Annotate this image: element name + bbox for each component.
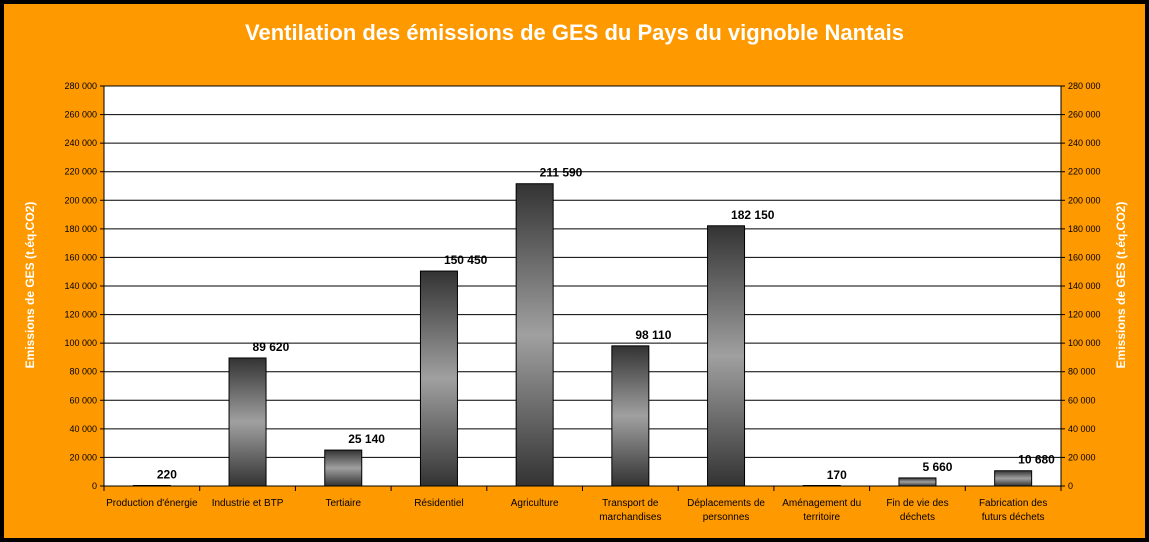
data-label: 5 660: [922, 460, 952, 474]
data-label: 89 620: [253, 340, 290, 354]
data-label: 211 590: [540, 166, 583, 180]
y-tick-label-right: 140 000: [1068, 281, 1101, 291]
x-tick-label: Tertiaire: [325, 498, 361, 509]
y-tick-label-left: 160 000: [64, 252, 97, 262]
x-tick-label: Agriculture: [511, 498, 559, 509]
x-tick-label: Industrie et BTP: [212, 498, 284, 509]
y-tick-label-right: 120 000: [1068, 310, 1101, 320]
y-tick-label-right: 260 000: [1068, 110, 1101, 120]
y-tick-label-right: 0: [1068, 481, 1073, 491]
data-label: 25 140: [348, 432, 385, 446]
y-tick-label-right: 80 000: [1068, 367, 1096, 377]
data-labels: 220 89 620 25 140 150 450 211 590 98 110 182 1…: [157, 166, 1055, 482]
data-label: 10 680: [1018, 453, 1055, 467]
y-tick-label-left: 120 000: [64, 310, 97, 320]
y-tick-label-right: 240 000: [1068, 138, 1101, 148]
y-tick-label-right: 200 000: [1068, 195, 1101, 205]
x-tick-label: Production d'énergie: [106, 498, 198, 509]
y-tick-label-left: 80 000: [69, 367, 97, 377]
bar: [515, 183, 554, 487]
x-tick-label: Fabrication des futurs déchets: [979, 498, 1047, 523]
bar: [898, 477, 937, 487]
bar: [707, 225, 746, 487]
y-tick-label-left: 260 000: [64, 110, 97, 120]
x-axis: Production d'énergie Industrie et BTP Tert…: [103, 486, 1062, 523]
y-tick-label-left: 20 000: [69, 452, 97, 462]
data-label: 170: [827, 468, 847, 482]
y-tick-label-left: 100 000: [64, 338, 97, 348]
chart-title: Ventilation des émissions de GES du Pays…: [245, 20, 904, 45]
bar: [802, 485, 841, 487]
x-tick-label: Déplacements de personnes: [687, 498, 765, 523]
bar: [994, 470, 1033, 487]
y-tick-label-left: 140 000: [64, 281, 97, 291]
bar: [611, 345, 650, 487]
y-tick-label-left: 200 000: [64, 195, 97, 205]
y-tick-label-left: 240 000: [64, 138, 97, 148]
y-tick-label-left: 180 000: [64, 224, 97, 234]
y-tick-label-right: 60 000: [1068, 395, 1096, 405]
y-tick-label-right: 220 000: [1068, 167, 1101, 177]
data-label: 220: [157, 468, 177, 482]
y-tick-label-right: 20 000: [1068, 452, 1096, 462]
y-tick-label-right: 160 000: [1068, 252, 1101, 262]
bar: [419, 270, 458, 487]
y-tick-label-right: 280 000: [1068, 81, 1101, 91]
y-axis-right: 0 20 000 40 000 60 000 80 000 100 000 120 000 1…: [1061, 81, 1101, 491]
bars: [132, 183, 1033, 487]
y-axis-left: 0 20 000 40 000 60 000 80 000 100 000 120 000 1…: [64, 81, 104, 491]
x-tick-label: Résidentiel: [414, 498, 463, 509]
y-tick-label-left: 60 000: [69, 395, 97, 405]
x-tick-label: Transport de marchandises: [599, 498, 661, 523]
y-tick-label-right: 40 000: [1068, 424, 1096, 434]
bar: [324, 449, 363, 487]
data-label: 150 450: [444, 253, 488, 267]
y-tick-label-right: 100 000: [1068, 338, 1101, 348]
y-tick-label-left: 0: [92, 481, 97, 491]
data-label: 182 150: [731, 208, 775, 222]
y-tick-label-left: 220 000: [64, 167, 97, 177]
y-tick-label-left: 40 000: [69, 424, 97, 434]
bar: [228, 357, 267, 487]
data-label: 98 110: [635, 328, 671, 342]
x-tick-label: Fin de vie des déchets: [886, 498, 948, 523]
y-tick-label-left: 280 000: [64, 81, 97, 91]
x-tick-label: Aménagement du territoire: [782, 498, 861, 523]
bar: [132, 485, 171, 487]
y-tick-label-right: 180 000: [1068, 224, 1101, 234]
